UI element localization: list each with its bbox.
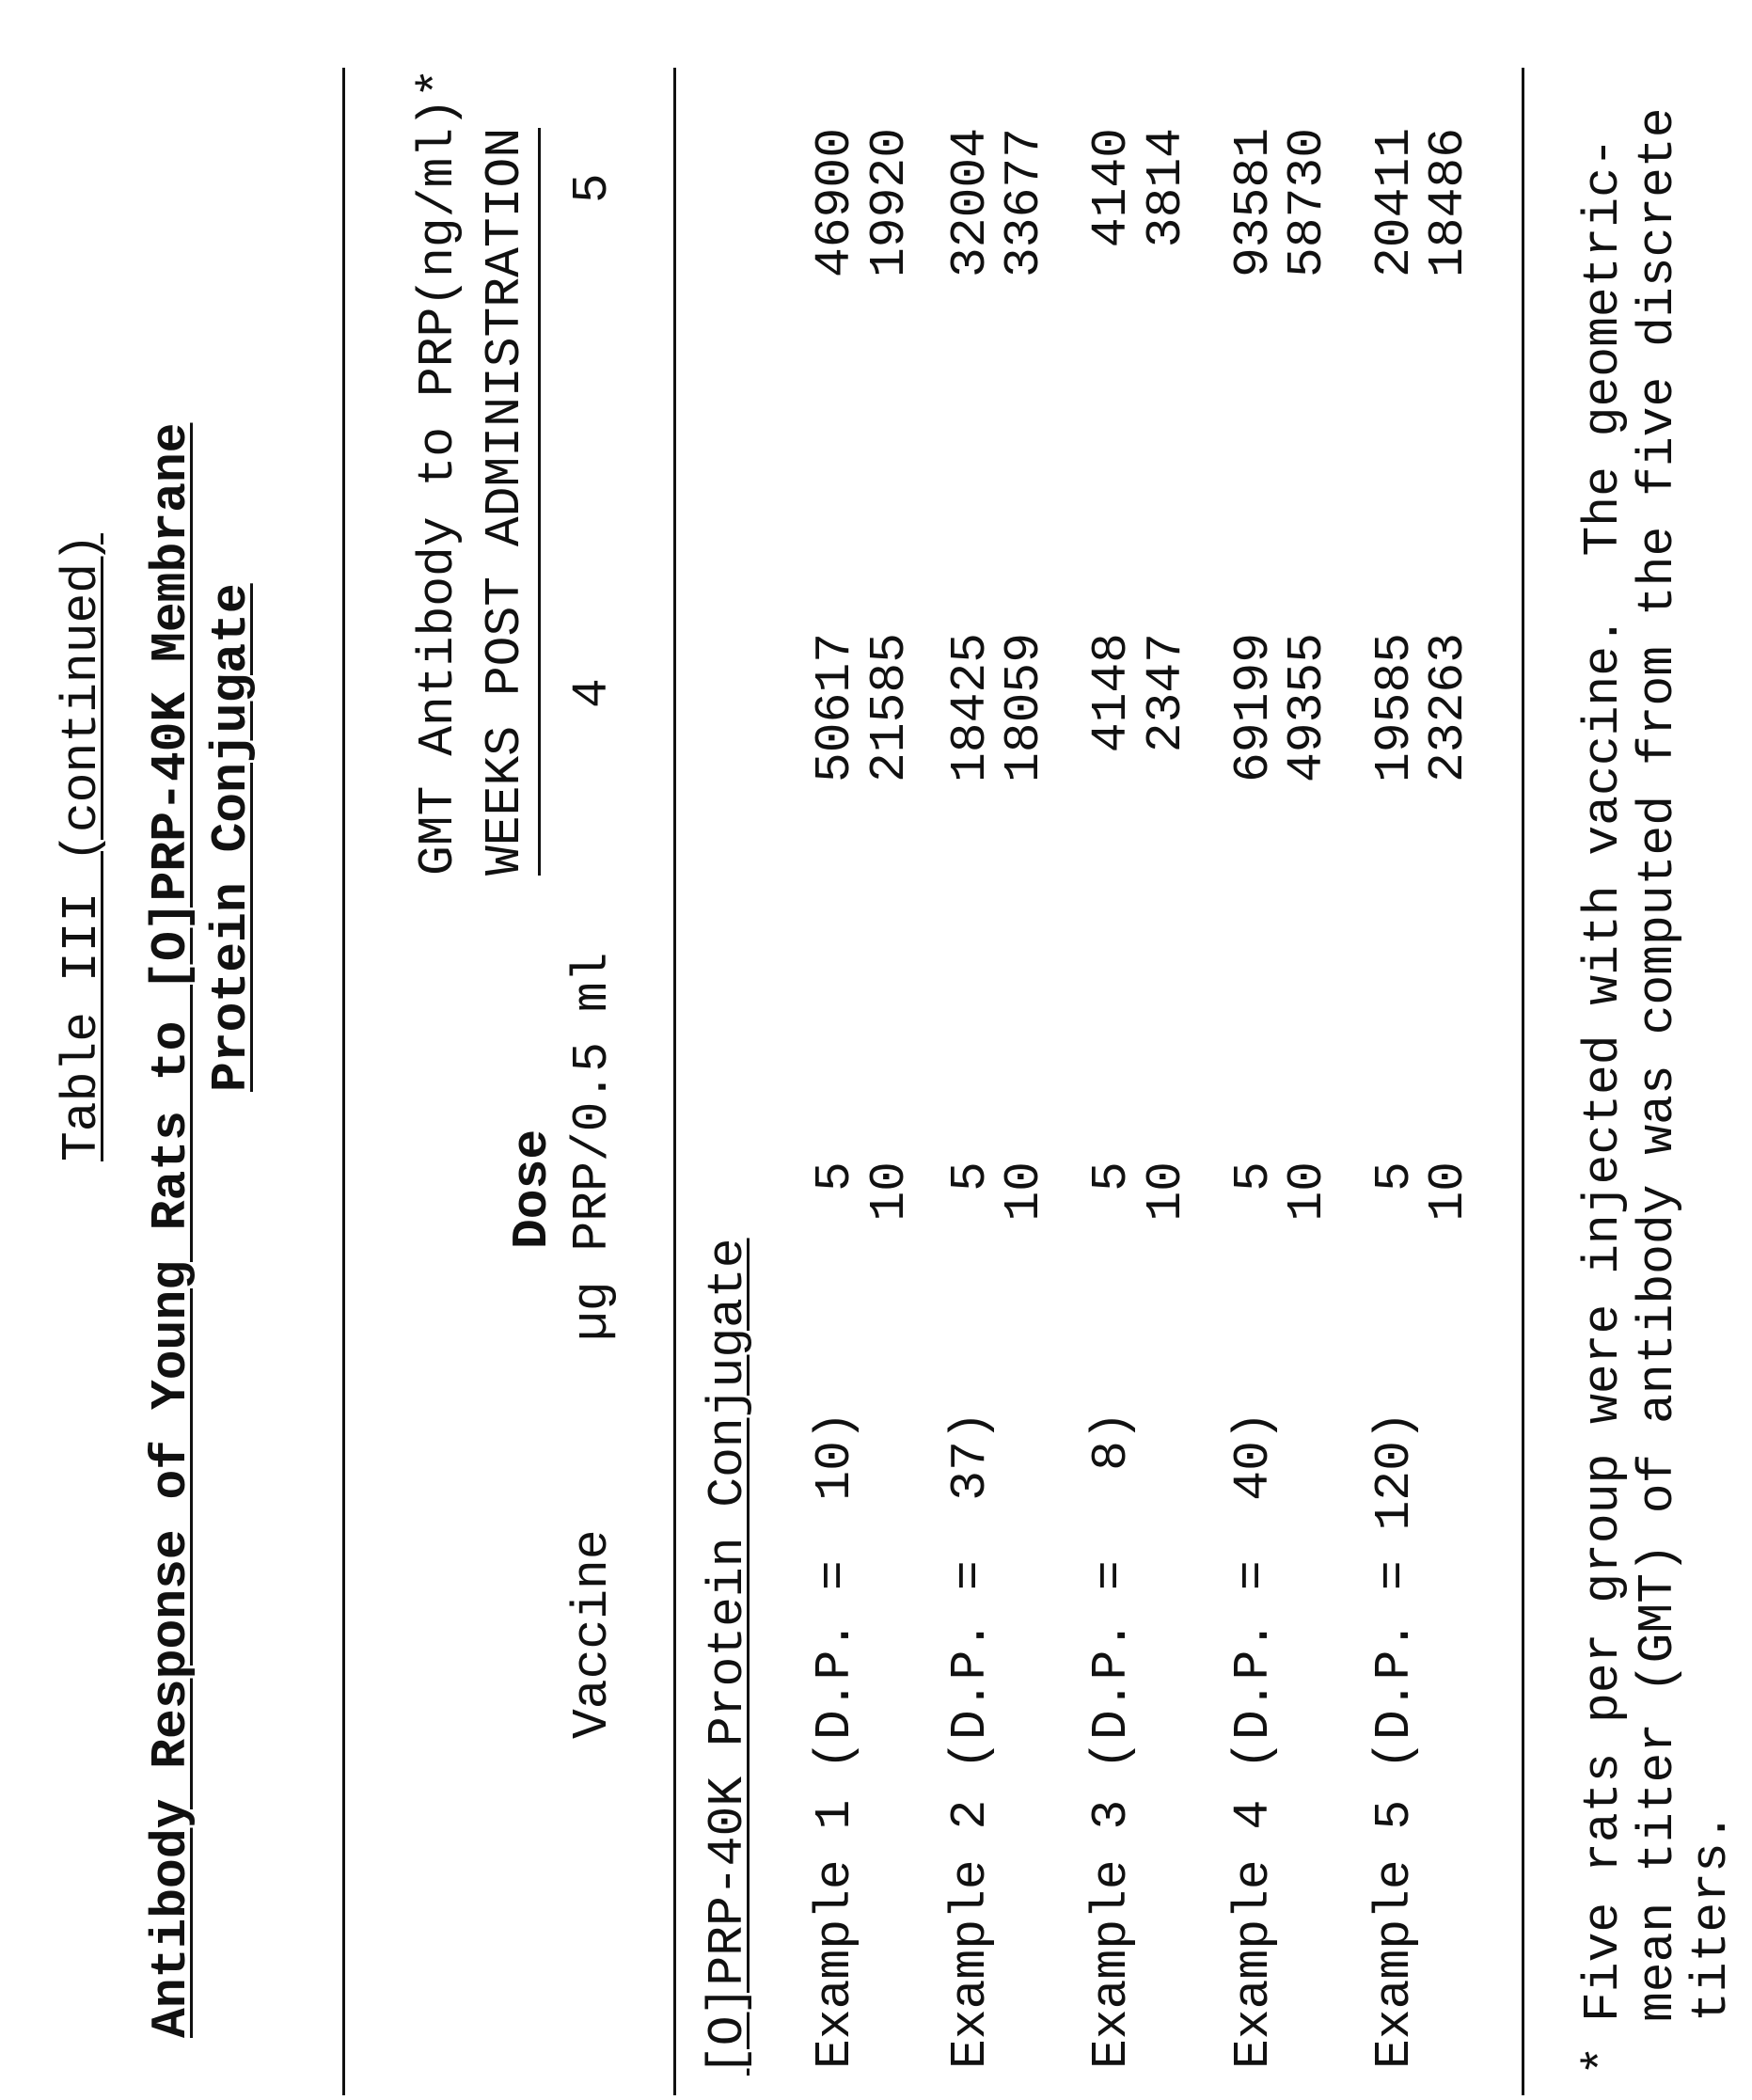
dose-cell: 10 [863, 1161, 916, 1222]
header-rule [673, 68, 676, 2095]
week4-gmt-cell: 18059 [998, 633, 1050, 782]
dose-cell: 5 [809, 1161, 861, 1192]
dose-cell: 5 [944, 1161, 997, 1192]
rotated-table-page: Table III (continued) Antibody Response … [0, 0, 1752, 2100]
week4-gmt-cell: 50617 [809, 633, 861, 782]
week4-gmt-cell: 69199 [1227, 633, 1280, 782]
top-rule [342, 68, 345, 2095]
week4-gmt-cell: 2347 [1140, 633, 1192, 752]
table-title-line2: Protein Conjugate [205, 583, 258, 1092]
weeks-underline [538, 128, 541, 876]
dose-cell: 10 [998, 1161, 1050, 1222]
table-title-line1: Antibody Response of Young Rats to [O]PR… [145, 423, 197, 2038]
week5-gmt-cell: 3814 [1140, 128, 1192, 247]
week5-gmt-cell: 20411 [1368, 128, 1421, 277]
header-weeks: WEEKS POST ADMINISTRATION [479, 128, 531, 876]
vaccine-label: Example 1 (D.P. = 10) [809, 1411, 861, 2069]
dose-cell: 5 [1227, 1161, 1280, 1192]
dose-cell: 5 [1085, 1161, 1138, 1192]
week5-gmt-cell: 32004 [944, 128, 997, 277]
week5-gmt-cell: 4140 [1085, 128, 1138, 247]
dose-cell: 10 [1281, 1161, 1334, 1222]
footnote-line: Five rats per group were injected with v… [1577, 137, 1630, 2022]
table-caption: Table III (continued) [55, 533, 108, 1161]
header-gmt: GMT Antibody to PRP(ng/ml)* [412, 68, 465, 876]
week4-gmt-cell: 18425 [944, 633, 997, 782]
vaccine-label: Example 2 (D.P. = 37) [944, 1411, 997, 2069]
dose-cell: 10 [1422, 1161, 1475, 1222]
week5-gmt-cell: 46900 [809, 128, 861, 277]
footnote-marker: * [1577, 2045, 1630, 2076]
vaccine-label: Example 3 (D.P. = 8) [1085, 1411, 1138, 2069]
week5-gmt-cell: 19920 [863, 128, 916, 277]
footnote-line: mean titer (GMT) of antibody was compute… [1632, 107, 1684, 2022]
group-label: [O]PRP-40K Protein Conjugate [702, 1238, 754, 2076]
header-vaccine: Vaccine [566, 1529, 619, 1739]
dose-cell: 10 [1140, 1161, 1192, 1222]
header-week5: 5 [566, 173, 619, 203]
dose-cell: 5 [1368, 1161, 1421, 1192]
footnote-line: titers. [1685, 1812, 1738, 2022]
week5-gmt-cell: 33677 [998, 128, 1050, 277]
header-dose: Dose [506, 1129, 559, 1249]
vaccine-label: Example 5 (D.P. = 120) [1368, 1411, 1421, 2069]
week4-gmt-cell: 21585 [863, 633, 916, 782]
week4-gmt-cell: 23263 [1422, 633, 1475, 782]
week4-gmt-cell: 19585 [1368, 633, 1421, 782]
week5-gmt-cell: 58730 [1281, 128, 1334, 277]
bottom-rule [1522, 68, 1524, 2095]
week5-gmt-cell: 93581 [1227, 128, 1280, 277]
week4-gmt-cell: 4148 [1085, 633, 1138, 752]
vaccine-label: Example 4 (D.P. = 40) [1227, 1411, 1280, 2069]
header-dose-unit: µg PRP/0.5 ml [566, 953, 619, 1341]
week4-gmt-cell: 49355 [1281, 633, 1334, 782]
week5-gmt-cell: 18486 [1422, 128, 1475, 277]
header-week4: 4 [566, 678, 619, 708]
